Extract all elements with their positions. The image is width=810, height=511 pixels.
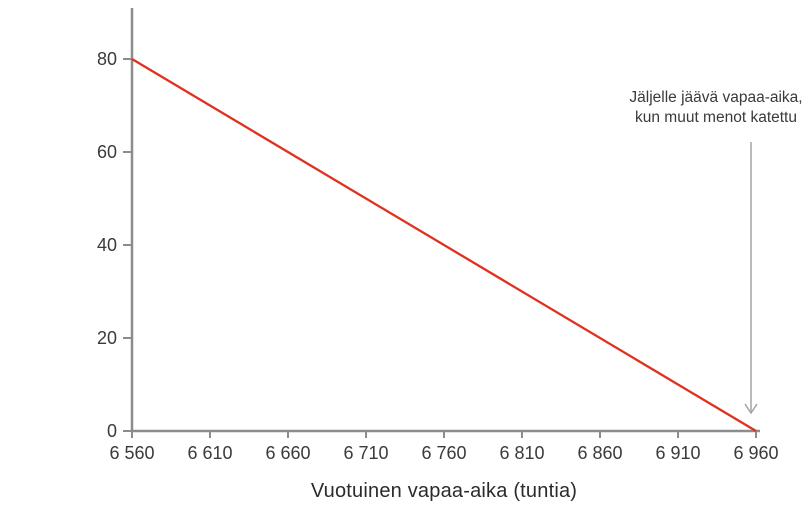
x-tick-label: 6 710	[343, 443, 388, 463]
annotation-line-2: kun muut menot katettu	[635, 109, 797, 126]
x-tick-label: 6 660	[265, 443, 310, 463]
x-tick-label: 6 910	[655, 443, 700, 463]
x-axis-title: Vuotuinen vapaa-aika (tuntia)	[310, 480, 578, 502]
y-tick-label: 40	[97, 235, 117, 255]
x-tick-label: 6 560	[109, 443, 154, 463]
annotation-line-1: Jäljelle jäävä vapaa-aika,	[629, 89, 803, 106]
x-tick-label: 6 760	[421, 443, 466, 463]
annotation-remaining-free-time: Jäljelle jäävä vapaa-aika, kun muut meno…	[622, 88, 810, 128]
y-tick-label: 20	[97, 328, 117, 348]
x-tick-label: 6 810	[499, 443, 544, 463]
y-tick-label: 80	[97, 49, 117, 69]
x-tick-label: 6 960	[733, 443, 778, 463]
y-tick-label: 60	[97, 142, 117, 162]
x-tick-label: 6 610	[187, 443, 232, 463]
y-tick-label: 0	[107, 421, 117, 441]
x-tick-label: 6 860	[577, 443, 622, 463]
annotation-arrowhead	[744, 403, 758, 415]
budget-constraint-line	[131, 58, 757, 432]
y-axis-title: Vuotuiset lentokilometrit (tuhatta)	[0, 0, 40, 511]
